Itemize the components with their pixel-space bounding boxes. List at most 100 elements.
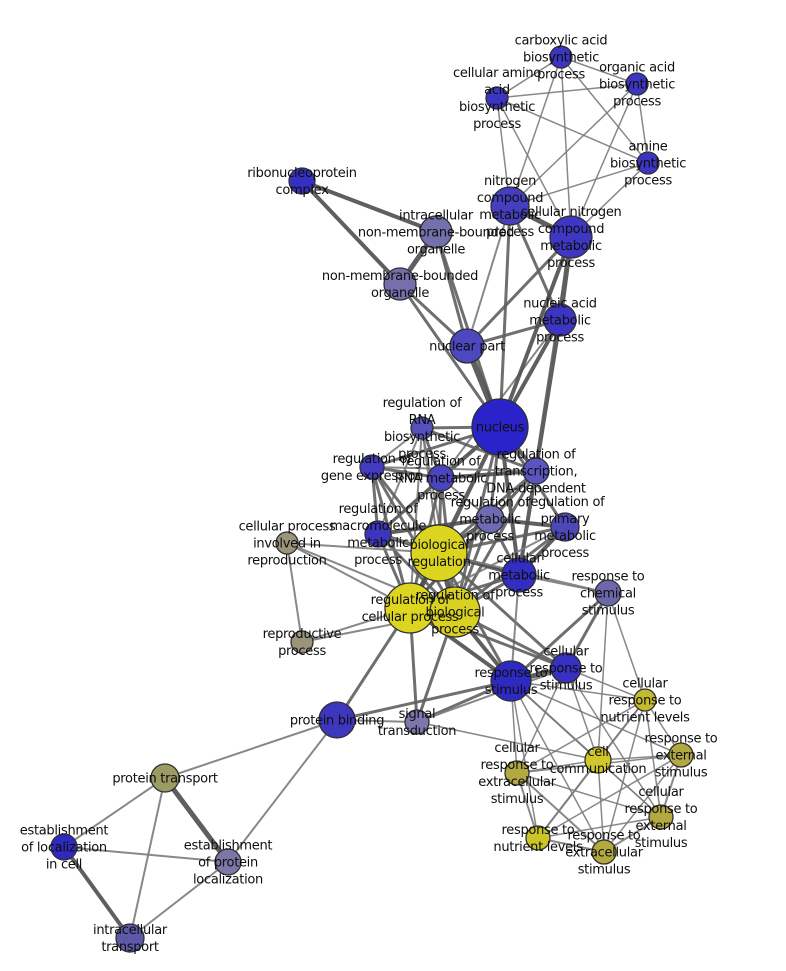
graph-node-epl[interactable] xyxy=(214,848,242,876)
edge-ncm-nuc[interactable] xyxy=(498,204,512,429)
graph-node-it[interactable] xyxy=(115,923,145,953)
edge-crs-cc[interactable] xyxy=(565,667,599,761)
graph-node-rpm[interactable] xyxy=(550,512,580,542)
edge-caab-ab[interactable] xyxy=(496,97,649,164)
graph-node-cab[interactable] xyxy=(549,45,573,69)
edge-rrb-rcp[interactable] xyxy=(409,427,423,609)
edge-rcs-crnl[interactable] xyxy=(607,592,646,701)
graph-node-cres[interactable] xyxy=(504,760,530,786)
graph-node-rmm[interactable] xyxy=(364,520,392,548)
edge-rs-rnl[interactable] xyxy=(510,680,539,839)
edge-rtd-rrm[interactable] xyxy=(439,469,538,480)
graph-node-oab[interactable] xyxy=(625,72,649,96)
graph-node-rp[interactable] xyxy=(290,630,314,654)
edge-cpir-rp[interactable] xyxy=(286,542,303,643)
edge-pt-it[interactable] xyxy=(129,777,166,939)
graph-node-np[interactable] xyxy=(449,328,485,364)
edge-epl-it[interactable] xyxy=(129,861,229,939)
edge-pb-pt[interactable] xyxy=(164,719,338,779)
edge-crnl-cres[interactable] xyxy=(516,699,646,774)
edge-cab-ab[interactable] xyxy=(560,56,649,164)
edge-ab-ncm[interactable] xyxy=(509,162,649,207)
graph-node-crexs[interactable] xyxy=(648,804,674,830)
edge-pt-epl[interactable] xyxy=(162,775,231,865)
edge-cab-oab[interactable] xyxy=(560,56,638,85)
graph-node-rtd[interactable] xyxy=(522,457,550,485)
edge-crs-st[interactable] xyxy=(416,667,567,723)
edge-crnl-rexs[interactable] xyxy=(603,699,646,853)
edge-rrb-rtd[interactable] xyxy=(420,426,538,473)
graph-node-rbp[interactable] xyxy=(429,586,481,638)
edge-nmbo-nuc[interactable] xyxy=(398,282,502,429)
graph-node-crs[interactable] xyxy=(550,652,582,684)
edge-rge-rbp[interactable] xyxy=(370,465,457,614)
graph-node-rcs[interactable] xyxy=(594,579,622,607)
edge-rs-pb[interactable] xyxy=(335,679,513,722)
edge-oab-ab[interactable] xyxy=(636,83,649,164)
edge-crs-cres[interactable] xyxy=(516,667,567,774)
graph-node-br[interactable] xyxy=(410,524,468,582)
edge-res-rexs[interactable] xyxy=(603,754,682,853)
edge-np-ncm[interactable] xyxy=(466,205,511,347)
edge-rcs-rs[interactable] xyxy=(509,591,610,683)
graph-node-st[interactable] xyxy=(404,709,430,735)
edge-cres-crexs[interactable] xyxy=(516,772,662,818)
edge-cab-caab[interactable] xyxy=(496,56,562,99)
edge-pb-epl[interactable] xyxy=(227,719,338,863)
graph-node-pt[interactable] xyxy=(150,763,180,793)
edge-cc-crexs[interactable] xyxy=(597,759,662,818)
edge-rs-crnl[interactable] xyxy=(510,680,646,701)
edge-oab-caab[interactable] xyxy=(496,83,638,99)
graph-node-cc[interactable] xyxy=(584,746,612,774)
graph-node-rnl[interactable] xyxy=(525,825,551,851)
graph-node-rge[interactable] xyxy=(359,454,385,480)
edge-crexs-rnl[interactable] xyxy=(537,816,662,839)
edge-np-cncm[interactable] xyxy=(465,235,573,348)
edge-cc-rexs[interactable] xyxy=(597,759,605,853)
edge-rs-res[interactable] xyxy=(510,680,682,756)
edge-rrm-rmm[interactable] xyxy=(376,476,443,536)
edge-res-rnl[interactable] xyxy=(537,754,682,839)
graph-node-cpir[interactable] xyxy=(275,531,299,555)
graph-node-ncm[interactable] xyxy=(490,186,530,226)
edge-cncm-nuc[interactable] xyxy=(498,235,573,429)
edge-rnp-nmbo[interactable] xyxy=(300,179,402,286)
graph-node-rrb[interactable] xyxy=(410,416,434,440)
graph-node-caab[interactable] xyxy=(485,86,509,110)
edge-nam-ncm[interactable] xyxy=(508,204,562,322)
edge-oab-ncm[interactable] xyxy=(509,83,638,207)
edge-elc-it[interactable] xyxy=(62,845,132,940)
edge-cres-rexs[interactable] xyxy=(516,772,605,853)
graph-node-rexs[interactable] xyxy=(591,839,617,865)
edge-rtd-rge[interactable] xyxy=(371,466,537,472)
graph-node-inmbo[interactable] xyxy=(419,215,453,249)
graph-node-rcp[interactable] xyxy=(384,582,436,634)
edge-crs-crexs[interactable] xyxy=(565,667,662,818)
graph-node-pb[interactable] xyxy=(318,701,356,739)
edge-cab-ncm[interactable] xyxy=(509,56,562,207)
edge-cc-cres[interactable] xyxy=(516,759,599,774)
graph-node-nmbo[interactable] xyxy=(383,267,417,301)
graph-node-nuc[interactable] xyxy=(471,398,529,456)
edge-cncm-cm[interactable] xyxy=(517,235,573,577)
graph-node-elc[interactable] xyxy=(50,833,78,861)
edge-cc-rnl[interactable] xyxy=(537,759,599,839)
graph-node-ab[interactable] xyxy=(636,151,660,175)
graph-node-rrm[interactable] xyxy=(427,464,455,492)
graph-node-nam[interactable] xyxy=(543,303,577,337)
graph-node-cm[interactable] xyxy=(501,557,537,593)
graph-node-crnl[interactable] xyxy=(633,688,657,712)
edge-elc-epl[interactable] xyxy=(63,846,229,863)
graph-node-rnp[interactable] xyxy=(288,167,316,195)
edge-st-cc[interactable] xyxy=(416,721,599,761)
graph-node-rm[interactable] xyxy=(475,504,505,534)
graph-node-rs[interactable] xyxy=(490,660,532,702)
edge-cab-cncm[interactable] xyxy=(560,56,572,238)
edge-pt-elc[interactable] xyxy=(63,777,166,848)
edge-oab-cncm[interactable] xyxy=(570,83,638,238)
graph-node-cncm[interactable] xyxy=(549,215,593,259)
edge-rcs-cc[interactable] xyxy=(597,592,609,761)
edge-rnp-inmbo[interactable] xyxy=(300,179,438,234)
edge-caab-cncm[interactable] xyxy=(496,97,572,238)
